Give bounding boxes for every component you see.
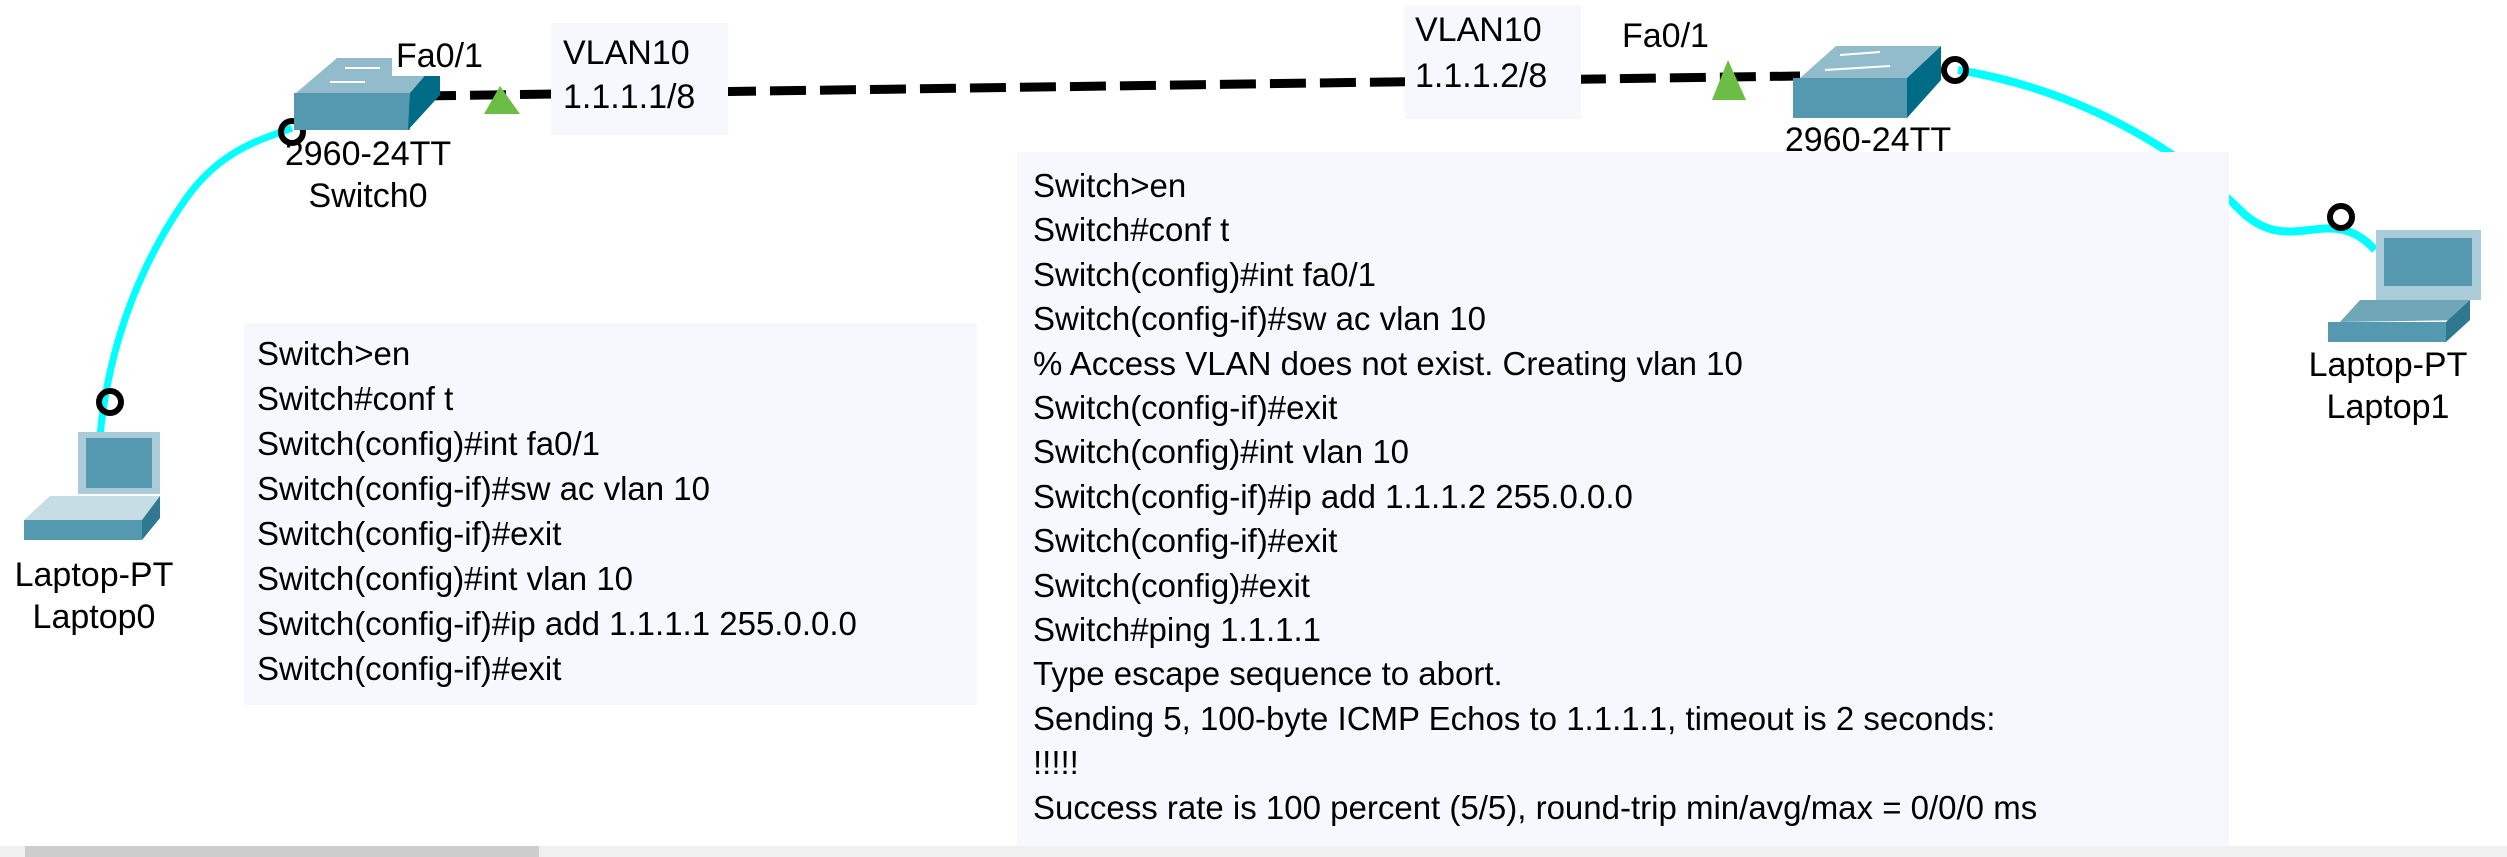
note-line: Switch(config-if)#ip add 1.1.1.2 255.0.0… <box>1033 477 1633 515</box>
switch0-model-label: 2960-24TT <box>284 135 452 173</box>
switch0-port-label: Fa0/1 <box>392 36 487 76</box>
vlan-ip: 1.1.1.1/8 <box>563 78 696 116</box>
laptop1-name-label: Laptop1 <box>2326 388 2450 426</box>
note-line: Switch(config-if)#sw ac vlan 10 <box>257 470 711 507</box>
note-line: Switch(config)#int vlan 10 <box>1033 433 1410 471</box>
note-line: Switch(config)#int vlan 10 <box>257 560 634 597</box>
port-connector-icon <box>278 118 306 146</box>
vlan-name: VLAN10 <box>563 34 690 72</box>
vlan-label-switch1: VLAN10 1.1.1.2/8 <box>1405 5 1581 119</box>
note-line: Switch(config-if)#exit <box>257 650 562 687</box>
switch1-port-label: Fa0/1 <box>1622 17 1709 55</box>
laptop0-name-label: Laptop0 <box>32 598 156 636</box>
laptop1-model-label: Laptop-PT <box>2308 346 2468 384</box>
note-line: Switch#ping 1.1.1.1 <box>1033 611 1322 649</box>
switch0-switch-icon[interactable] <box>294 58 440 130</box>
cable-switch1-laptop1[interactable] <box>1957 66 2378 253</box>
laptop1-laptop-icon[interactable] <box>2328 230 2481 342</box>
note-line: Switch>en <box>1033 167 1187 204</box>
vlan-ip: 1.1.1.2/8 <box>1415 57 1548 95</box>
note-line: % Access VLAN does not exist. Creating v… <box>1033 344 1743 382</box>
note-switch0-config: Switch>en Switch#conf t Switch(config)#i… <box>244 323 977 705</box>
link-status-up-icon <box>484 86 520 114</box>
switch0-name-label: Switch0 <box>308 177 428 215</box>
vlan-name: VLAN10 <box>1415 11 1542 49</box>
note-line: Switch(config-if)#exit <box>1033 522 1338 560</box>
laptop0-laptop-icon[interactable] <box>24 432 160 540</box>
note-line: Switch(config)#int fa0/1 <box>257 425 601 462</box>
note-line: Switch(config-if)#exit <box>257 515 562 552</box>
note-line: Type escape sequence to abort. <box>1033 655 1503 693</box>
note-line: Switch>en <box>257 335 411 372</box>
note-switch1-config: Switch>en Switch#conf t Switch(config)#i… <box>1017 152 2229 846</box>
cable-laptop0-switch0[interactable] <box>96 124 294 437</box>
note-line: Switch(config)#exit <box>1033 566 1310 604</box>
note-line: Sending 5, 100-byte ICMP Echos to 1.1.1.… <box>1033 699 1996 737</box>
port-connector-icon <box>2327 203 2355 231</box>
note-line: !!!!! <box>1033 744 1079 782</box>
note-line: Switch#conf t <box>1033 211 1230 249</box>
note-line: Switch(config-if)#sw ac vlan 10 <box>1033 300 1487 338</box>
port-connector-icon <box>1941 56 1969 84</box>
port-connector-icon <box>96 388 124 416</box>
horizontal-scrollbar[interactable] <box>0 846 2507 857</box>
switch1-switch-icon[interactable] <box>1793 46 1941 118</box>
note-line: Switch(config-if)#exit <box>1033 389 1338 427</box>
note-line: Success rate is 100 percent (5/5), round… <box>1033 788 2038 826</box>
note-line: Switch#conf t <box>257 380 454 417</box>
link-status-up-icon <box>1712 60 1746 100</box>
laptop0-model-label: Laptop-PT <box>14 556 174 594</box>
note-line: Switch(config)#int fa0/1 <box>1033 255 1377 293</box>
note-line: Switch(config-if)#ip add 1.1.1.1 255.0.0… <box>257 605 857 642</box>
vlan-label-switch0: VLAN10 1.1.1.1/8 <box>551 23 728 135</box>
scrollbar-thumb[interactable] <box>25 846 539 857</box>
